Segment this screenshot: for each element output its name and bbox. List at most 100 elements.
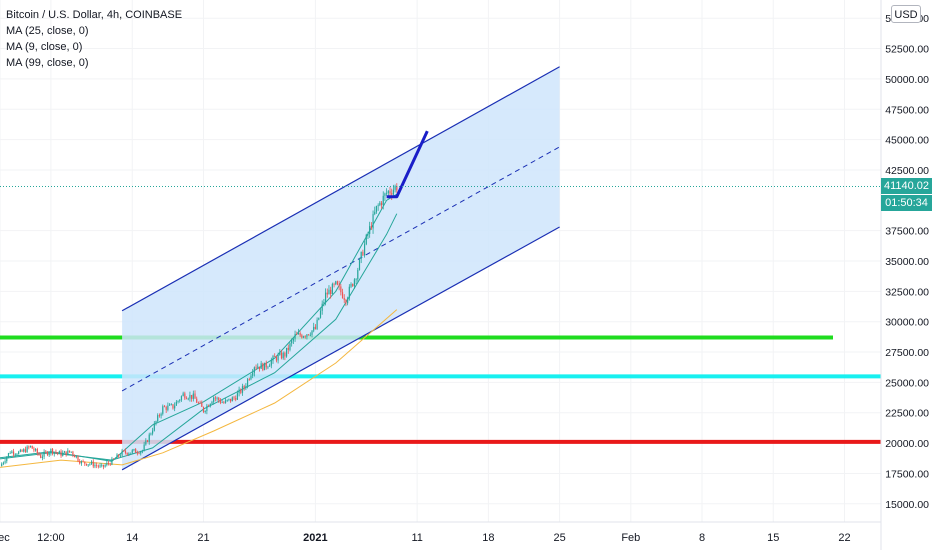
channel-middle-line bbox=[121, 146, 560, 392]
candle-body bbox=[355, 279, 357, 281]
candle-body bbox=[106, 463, 108, 466]
candle-body bbox=[90, 461, 93, 464]
candle-body bbox=[114, 458, 116, 460]
price-tick-label: 20000.00 bbox=[885, 438, 929, 450]
candle-body bbox=[43, 451, 45, 457]
candle-body bbox=[135, 449, 137, 453]
candle-body bbox=[113, 458, 115, 460]
candle-body bbox=[53, 451, 55, 454]
candle-body bbox=[201, 402, 203, 407]
candle-body bbox=[260, 363, 262, 369]
candle-body bbox=[265, 362, 267, 368]
projection-drawing bbox=[386, 130, 429, 199]
time-tick-label: 22 bbox=[838, 532, 850, 544]
price-tick-label: 27500.00 bbox=[885, 347, 929, 359]
candle-body bbox=[338, 284, 340, 287]
symbol-title[interactable]: Bitcoin / U.S. Dollar, 4h, COINBASE bbox=[6, 9, 183, 21]
candle-body bbox=[218, 397, 220, 401]
candle-body bbox=[236, 393, 239, 400]
candle-body bbox=[72, 451, 74, 455]
candle-body bbox=[308, 334, 310, 336]
candle-body bbox=[192, 393, 194, 399]
candle-body bbox=[92, 461, 94, 467]
candle-body bbox=[263, 362, 266, 371]
price-tick-label: 45000.00 bbox=[885, 135, 929, 147]
projection-line bbox=[386, 130, 429, 199]
time-axis: Dec 12:00 14 21 2021 11 18 25 Feb 8 15 22 bbox=[0, 532, 851, 544]
candle-body bbox=[167, 405, 169, 410]
candle-body bbox=[197, 402, 200, 404]
candle-body bbox=[223, 402, 225, 404]
candle-body bbox=[70, 451, 72, 453]
candle-body bbox=[175, 401, 177, 406]
candle-body bbox=[67, 450, 69, 456]
candle-body bbox=[177, 400, 179, 402]
price-tick-label: 22500.00 bbox=[885, 408, 929, 420]
candle-body bbox=[219, 400, 222, 403]
candle-body bbox=[358, 258, 361, 270]
candle-body bbox=[291, 340, 293, 344]
candle-body bbox=[2, 462, 4, 464]
candle-body bbox=[68, 450, 71, 453]
ma-25-label[interactable]: MA (25, close, 0) bbox=[6, 25, 89, 37]
time-tick-label: Dec bbox=[0, 532, 10, 544]
candle-body bbox=[226, 399, 228, 401]
candle-body bbox=[65, 451, 67, 456]
candle-body bbox=[74, 454, 76, 458]
candle-body bbox=[85, 463, 88, 466]
ma-99-label[interactable]: MA (99, close, 0) bbox=[6, 57, 89, 69]
candle-body bbox=[189, 394, 191, 399]
candle-body bbox=[241, 386, 244, 393]
candle-body bbox=[391, 193, 393, 195]
candle-body bbox=[287, 347, 289, 350]
candle-body bbox=[172, 404, 174, 409]
candle-body bbox=[324, 292, 327, 302]
last-price-tag: 41140.02 bbox=[881, 178, 932, 195]
price-tick-label: 37500.00 bbox=[885, 226, 929, 238]
candle-body bbox=[382, 195, 384, 206]
candle-body bbox=[377, 205, 379, 207]
candle-body bbox=[150, 433, 152, 435]
candle-body bbox=[129, 452, 132, 454]
currency-button[interactable]: USD bbox=[891, 5, 921, 23]
candle-body bbox=[33, 448, 35, 451]
candle-body bbox=[386, 192, 388, 194]
candle-body bbox=[182, 393, 184, 397]
candle-body bbox=[272, 356, 274, 361]
candle-body bbox=[297, 333, 300, 335]
candle-body bbox=[330, 289, 332, 294]
candle-body bbox=[230, 398, 232, 402]
candle-body bbox=[55, 451, 57, 453]
candle-body bbox=[326, 292, 328, 295]
candle-body bbox=[213, 397, 215, 402]
candle-body bbox=[196, 398, 198, 403]
candle-body bbox=[204, 411, 206, 413]
time-tick-label: 14 bbox=[126, 532, 138, 544]
candle-body bbox=[294, 334, 296, 339]
candle-body bbox=[12, 451, 15, 455]
candle-body bbox=[207, 405, 210, 407]
candle-body bbox=[284, 352, 286, 357]
candle-body bbox=[302, 336, 305, 338]
candle-body bbox=[180, 396, 183, 400]
candle-body bbox=[235, 398, 237, 400]
candle-body bbox=[94, 464, 96, 467]
candle-body bbox=[51, 449, 54, 454]
candle-body bbox=[396, 186, 398, 191]
candle-body bbox=[118, 454, 120, 457]
candle-body bbox=[148, 434, 150, 442]
candle-body bbox=[170, 404, 172, 406]
candle-body bbox=[179, 399, 181, 401]
price-tick-label: 52500.00 bbox=[885, 44, 929, 56]
candle-body bbox=[128, 453, 130, 455]
candle-body bbox=[348, 286, 350, 299]
candle-body bbox=[89, 463, 91, 465]
chart-legend: Bitcoin / U.S. Dollar, 4h, COINBASE MA (… bbox=[6, 7, 182, 71]
candle-body bbox=[26, 446, 28, 453]
ma-9-label[interactable]: MA (9, close, 0) bbox=[6, 41, 83, 53]
candle-body bbox=[314, 326, 317, 329]
candle-body bbox=[146, 440, 149, 442]
time-tick-label: 15 bbox=[767, 532, 779, 544]
candle-body bbox=[62, 452, 64, 456]
